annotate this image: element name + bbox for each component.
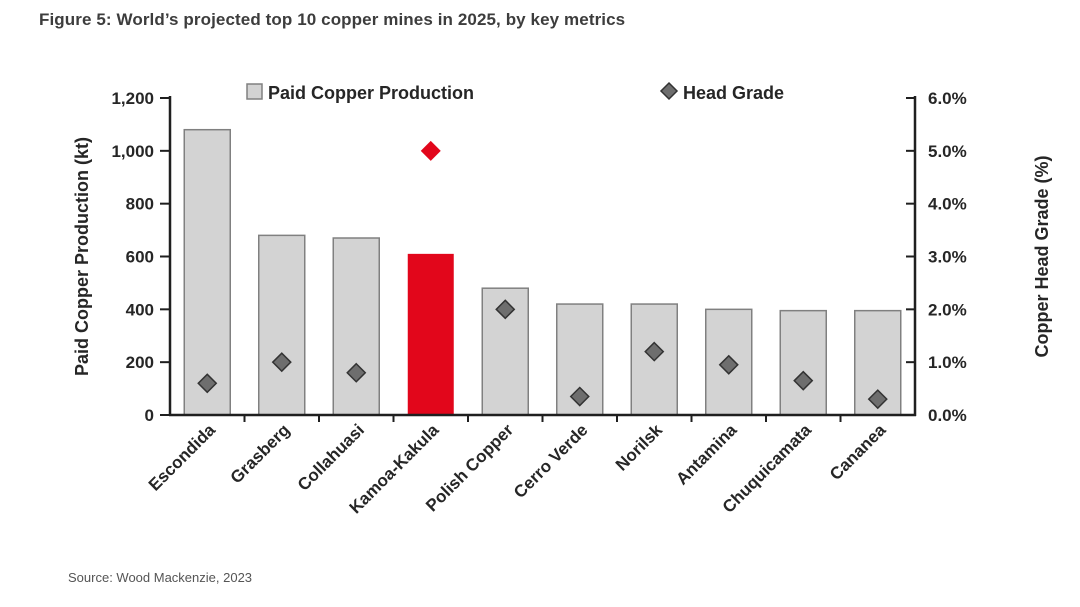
left-axis-title: Paid Copper Production (kt) (72, 137, 92, 376)
left-axis-tick-label: 400 (126, 300, 154, 319)
x-axis-label-cerro-verde: Cerro Verde (510, 420, 592, 502)
diamond-icon-cananea (867, 389, 888, 410)
diamond-icon-polish-copper (495, 299, 516, 320)
right-axis-tick-label: 6.0% (928, 89, 967, 108)
diamond-icon-kamoa-kakula (420, 140, 441, 161)
right-axis-tick-label: 1.0% (928, 353, 967, 372)
x-axis-label-collahuasi: Collahuasi (294, 420, 368, 494)
source-note: Source: Wood Mackenzie, 2023 (68, 570, 253, 585)
x-axis-label-grasberg: Grasberg (227, 420, 294, 487)
bar-collahuasi (332, 237, 380, 416)
left-axis-tick-label: 600 (126, 248, 154, 267)
x-axis-label-antamina: Antamina (672, 420, 741, 489)
right-axis-title: Copper Head Grade (%) (1032, 155, 1052, 357)
left-axis-tick-label: 0 (145, 406, 154, 425)
x-axis-label-escondida: Escondida (145, 420, 220, 495)
diamond-icon-escondida (197, 373, 218, 394)
left-axis-tick-label: 200 (126, 353, 154, 372)
right-axis-tick-label: 0.0% (928, 406, 967, 425)
diamond-icon-cerro-verde (569, 386, 590, 407)
right-axis-tick-label: 3.0% (928, 248, 967, 267)
legend-diamond-icon (659, 81, 679, 101)
legend-label-production: Paid Copper Production (268, 83, 474, 103)
x-axis-label-norilsk: Norilsk (612, 420, 667, 475)
bar-grasberg (258, 234, 306, 416)
legend-label-head-grade: Head Grade (683, 83, 784, 103)
left-axis-tick-label: 800 (126, 195, 154, 214)
diamond-icon-norilsk (644, 341, 665, 362)
bar-chuquicamata (779, 309, 827, 416)
bar-polish-copper (481, 287, 529, 416)
right-axis-tick-label: 5.0% (928, 142, 967, 161)
x-axis-label-cananea: Cananea (826, 420, 890, 484)
bar-escondida (183, 128, 231, 416)
right-axis-tick-label: 2.0% (928, 300, 967, 319)
bar-kamoa-kakula (407, 253, 454, 415)
figure-title: Figure 5: World’s projected top 10 coppe… (39, 10, 626, 29)
right-axis-tick-label: 4.0% (928, 195, 967, 214)
left-axis-tick-label: 1,000 (111, 142, 154, 161)
left-axis-tick-label: 1,200 (111, 89, 154, 108)
diamond-icon-grasberg (271, 352, 292, 373)
legend-square-icon (246, 83, 263, 100)
diamond-icon-collahuasi (346, 362, 367, 383)
diamond-icon-chuquicamata (793, 370, 814, 391)
diamond-icon-antamina (718, 354, 739, 375)
